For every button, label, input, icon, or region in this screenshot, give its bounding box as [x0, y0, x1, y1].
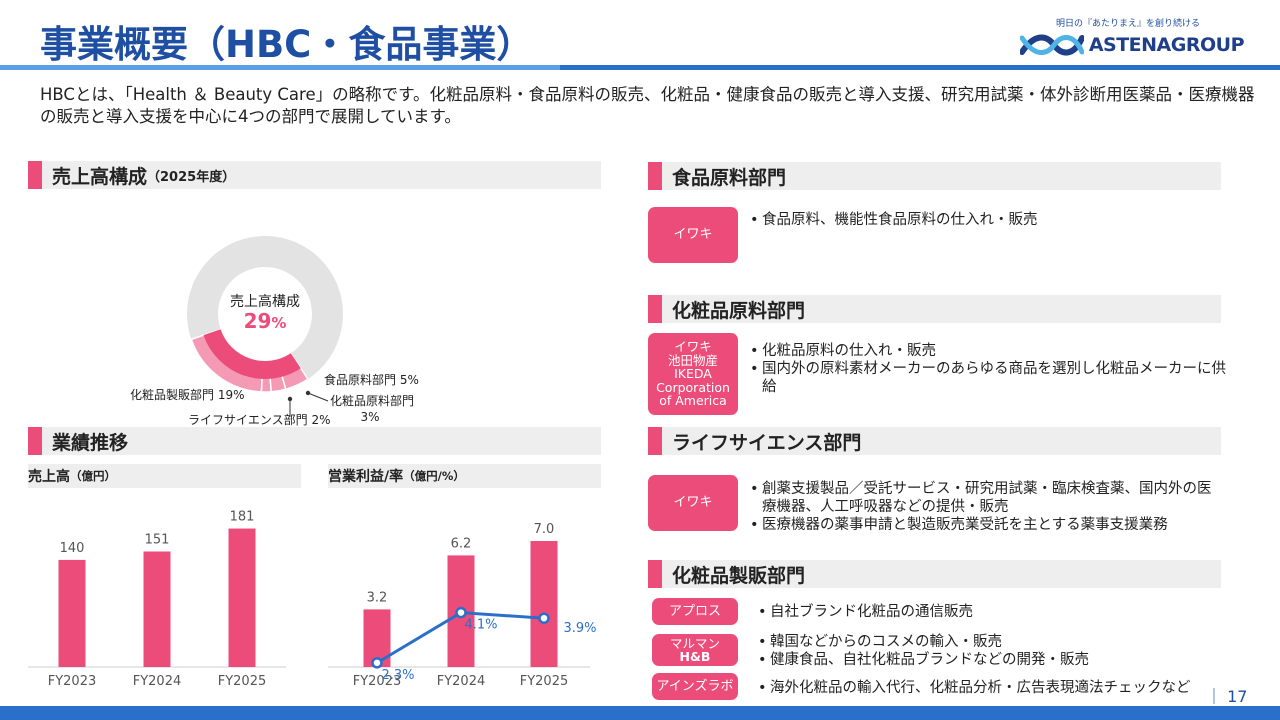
- ainzlab-description-list: 海外化粧品の輸入代行、化粧品分析・広告表現適法チェックなど: [758, 679, 1218, 697]
- section-cosmetic-sales: 化粧品製販部門: [648, 560, 1221, 588]
- donut-total-band: [203, 329, 301, 379]
- profit-bar-value-label: 6.2: [451, 536, 472, 551]
- company-badge-iwaki: イワキ: [648, 207, 738, 263]
- section-title: 売上高構成: [52, 165, 148, 188]
- donut-leader-dot: [287, 396, 293, 402]
- profit-x-tick-label: FY2023: [353, 674, 402, 689]
- profit-bar: [530, 541, 558, 667]
- section-title: 化粧品製販部門: [672, 564, 806, 587]
- company-badge-maruman: マルマン H&B: [652, 634, 738, 666]
- list-item: 化粧品原料の仕入れ・販売: [750, 342, 1232, 360]
- profit-bar-value-label: 7.0: [534, 522, 555, 537]
- donut-center-label: 売上高構成: [230, 293, 300, 310]
- section-performance: 業績推移: [28, 427, 601, 455]
- sales-bar-value-label: 151: [145, 532, 170, 547]
- sales-bar: [58, 559, 86, 667]
- profit-rate-label: 2.3%: [381, 668, 414, 683]
- donut-label: 化粧品原料部門: [330, 393, 414, 408]
- donut-label: 化粧品製販部門 19%: [130, 387, 245, 402]
- profit-rate-point: [371, 657, 383, 669]
- profit-chart-header: 営業利益/率 （億円/%）: [328, 464, 601, 488]
- sales-bar: [143, 551, 171, 667]
- profit-rate-point: [455, 606, 467, 619]
- sales-x-tick-label: FY2024: [133, 674, 182, 689]
- logo-tagline: 明日の『あたりまえ』を創り続ける: [1055, 19, 1200, 29]
- logo-wave-icon: [1020, 34, 1084, 56]
- list-item: 創薬支援製品／受託サービス・研究用試薬・臨床検査薬、国内外の医療機器、人工呼吸器…: [750, 480, 1225, 516]
- page-number: ｜ 17: [1206, 687, 1248, 706]
- profit-x-tick-label: FY2025: [520, 674, 569, 689]
- life-science-description-list: 創薬支援製品／受託サービス・研究用試薬・臨床検査薬、国内外の医療機器、人工呼吸器…: [750, 480, 1225, 534]
- donut-leader-dot: [305, 390, 311, 396]
- section-title: 化粧品原料部門: [672, 299, 806, 322]
- sales-chart-header: 売上高 （億円）: [28, 464, 301, 488]
- cosmetic-materials-description-list: 化粧品原料の仕入れ・販売 国内外の原料素材メーカーのあらゆる商品を選別し化粧品メ…: [750, 342, 1232, 396]
- list-item: 食品原料、機能性食品原料の仕入れ・販売: [750, 211, 1220, 229]
- section-title: 食品原料部門: [672, 166, 787, 189]
- sales-chart-unit: （億円）: [70, 469, 116, 483]
- footer-bar: [0, 706, 1280, 720]
- company-badge-iwaki: イワキ: [648, 475, 738, 531]
- intro-text: HBCとは、「Health ＆ Beauty Care」の略称です。化粧品原料・…: [40, 85, 1255, 126]
- profit-rate-label: 3.9%: [563, 621, 596, 636]
- donut-label: 食品原料部門 5%: [324, 372, 419, 387]
- profit-chart-unit: （億円/%）: [403, 469, 465, 483]
- sales-composition-donut-chart: 化粧品製販部門 19% ライフサイエンス部門 2% 化粧品原料部門 3% 食品原料部門 …: [130, 235, 419, 427]
- profit-bar-value-label: 3.2: [367, 590, 388, 605]
- list-item: 自社ブランド化粧品の通信販売: [758, 603, 1218, 621]
- sales-bar-chart: 140 FY2023 151 FY2024 181 FY2025: [28, 510, 286, 689]
- food-description-list: 食品原料、機能性食品原料の仕入れ・販売: [750, 211, 1220, 229]
- company-badge-aplos: アプロス: [652, 598, 738, 625]
- logo-name: ASTENAGROUP: [1088, 34, 1245, 56]
- donut-label: ライフサイエンス部門 2%: [188, 412, 331, 427]
- section-title: 業績推移: [52, 431, 129, 454]
- list-item: 海外化粧品の輸入代行、化粧品分析・広告表現適法チェックなど: [758, 679, 1218, 697]
- maruman-description-list: 韓国などからのコスメの輸入・販売 健康食品、自社化粧品ブランドなどの開発・販売: [758, 633, 1218, 669]
- sales-x-tick-label: FY2025: [218, 674, 267, 689]
- page-title: 事業概要（HBC・食品事業）: [40, 23, 534, 66]
- section-subtitle: （2025年度）: [147, 169, 236, 185]
- profit-rate-label: 4.1%: [464, 618, 497, 633]
- profit-rate-point: [538, 612, 550, 624]
- list-item: 健康食品、自社化粧品ブランドなどの開発・販売: [758, 651, 1218, 669]
- aplos-description-list: 自社ブランド化粧品の通信販売: [758, 603, 1218, 621]
- sales-chart-title: 売上高: [28, 469, 70, 485]
- list-item: 医療機器の薬事申請と製造販売業受託を主とする薬事支援業務: [750, 516, 1225, 534]
- company-logo: 明日の『あたりまえ』を創り続ける ASTENAGROUP: [1014, 12, 1245, 62]
- company-badge-ainzlab: アインズラボ: [652, 673, 738, 700]
- sales-bar-value-label: 181: [230, 510, 255, 525]
- list-item: 国内外の原料素材メーカーのあらゆる商品を選別し化粧品メーカーに供給: [750, 360, 1232, 396]
- section-life-science: ライフサイエンス部門: [648, 427, 1221, 455]
- section-food-materials: 食品原料部門: [648, 162, 1221, 190]
- profit-chart-title: 営業利益/率: [328, 469, 404, 485]
- section-title: ライフサイエンス部門: [672, 431, 862, 454]
- profit-x-tick-label: FY2024: [437, 674, 486, 689]
- sales-x-tick-label: FY2023: [48, 674, 97, 689]
- donut-label-value: 3%: [360, 410, 379, 424]
- list-item: 韓国などからのコスメの輸入・販売: [758, 633, 1218, 651]
- profit-combo-chart: 3.2 FY2023 6.2 FY2024 7.0 FY2025 2.3% 4.1% 3.9%: [328, 522, 597, 689]
- sales-bar-value-label: 140: [60, 541, 85, 556]
- donut-center-value: 29%: [244, 309, 287, 333]
- title-divider: [0, 65, 1280, 70]
- donut-leader-line: [307, 392, 329, 402]
- section-sales-composition: 売上高構成 （2025年度）: [28, 161, 601, 189]
- company-badge-iwaki-ikeda: イワキ 池田物産 IKEDA Corporation of America: [648, 333, 738, 415]
- section-cosmetic-materials: 化粧品原料部門: [648, 295, 1221, 323]
- sales-bar: [228, 528, 256, 667]
